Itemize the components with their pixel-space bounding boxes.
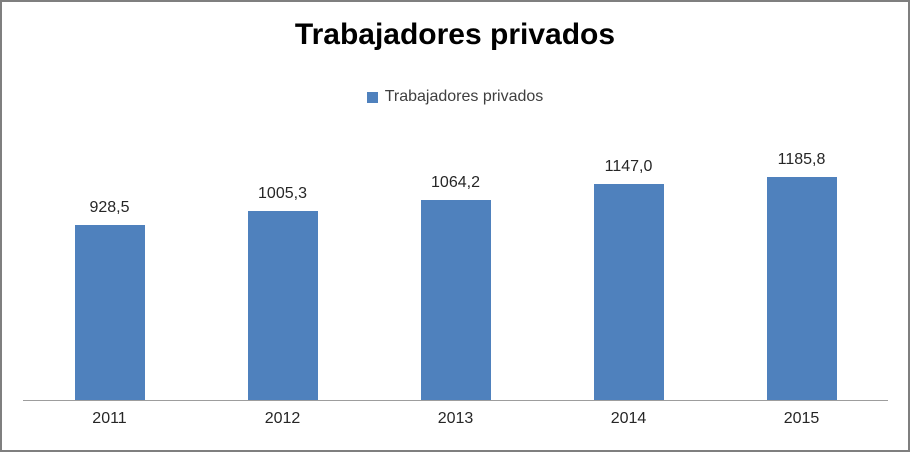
data-label-2014: 1147,0: [604, 158, 653, 175]
bar-slot: 1147,0: [542, 120, 715, 400]
bars-row: 928,5 1005,3 1064,2 1147,0 1185,8: [23, 120, 888, 401]
x-axis-labels: 2011 2012 2013 2014 2015: [23, 410, 888, 428]
x-axis-label-2011: 2011: [92, 410, 127, 427]
bar-2014[interactable]: [593, 184, 664, 400]
data-label-2013: 1064,2: [431, 174, 480, 191]
bar-slot: 1185,8: [715, 120, 888, 400]
bar-2012[interactable]: [247, 211, 318, 400]
data-label-2015: 1185,8: [777, 151, 826, 168]
plot-area: 928,5 1005,3 1064,2 1147,0 1185,8: [23, 120, 888, 401]
chart-title: Trabajadores privados: [294, 18, 616, 51]
x-axis-label-2012: 2012: [264, 410, 301, 427]
x-axis-label-2014: 2014: [610, 410, 647, 427]
data-label-2011: 928,5: [89, 199, 130, 216]
x-axis-label-2015: 2015: [783, 410, 820, 427]
bar-2015[interactable]: [766, 177, 837, 400]
x-axis-label-2013: 2013: [437, 410, 474, 427]
legend: Trabajadores privados: [2, 88, 908, 106]
bar-slot: 1005,3: [196, 120, 369, 400]
bar-2013[interactable]: [420, 200, 491, 400]
legend-marker-icon: [366, 91, 378, 103]
bar-slot: 928,5: [23, 120, 196, 400]
data-label-2012: 1005,3: [258, 185, 307, 202]
bar-2011[interactable]: [74, 225, 145, 400]
legend-label: Trabajadores privados: [384, 88, 544, 105]
bar-slot: 1064,2: [369, 120, 542, 400]
